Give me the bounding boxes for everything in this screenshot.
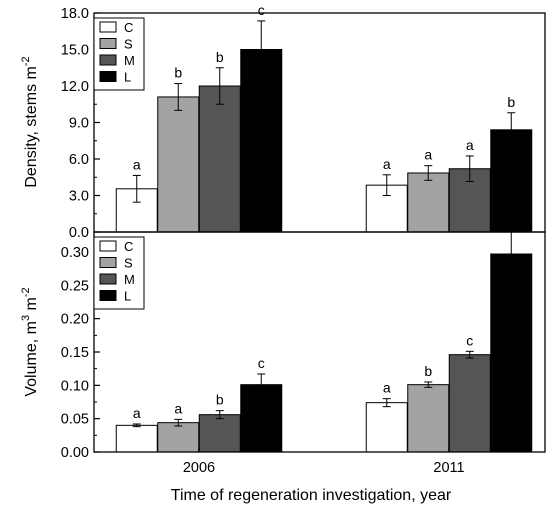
x-axis-title: Time of regeneration investigation, year <box>171 487 452 504</box>
bar-l-2006 <box>240 384 283 453</box>
y-tick-label: 0.20 <box>61 312 89 328</box>
significance-letter: c <box>466 332 473 348</box>
significance-letter: c <box>258 2 265 18</box>
y-tick-label: 0.30 <box>61 245 89 261</box>
y-tick-label: 9.0 <box>69 116 89 132</box>
significance-letter: a <box>424 147 432 163</box>
y-axis-title-text-2: m <box>23 297 40 315</box>
significance-letter: a <box>133 405 141 421</box>
y-tick-label: 6.0 <box>69 152 89 168</box>
legend-label-m: M <box>124 53 135 68</box>
legend-label-m: M <box>124 272 135 287</box>
y-tick-label: 15.0 <box>61 43 89 59</box>
significance-letter: b <box>174 65 182 81</box>
bar-m-2006 <box>198 414 241 453</box>
significance-letter: c <box>258 355 265 371</box>
bar-s-2006 <box>157 96 200 233</box>
x-tick-label: 2006 <box>183 460 215 476</box>
bar-m-2006 <box>198 85 241 233</box>
legend-label-l: L <box>124 289 131 304</box>
significance-letter: b <box>424 363 432 379</box>
significance-letter: b <box>216 392 224 408</box>
shared-x-axis: 2006 2011 Time of regeneration investigati… <box>171 446 465 504</box>
legend-label-c: C <box>124 20 133 35</box>
y-axis-title-text: Volume, m <box>23 321 40 397</box>
significance-letter: a <box>133 156 141 172</box>
legend-swatch-c <box>99 21 117 33</box>
significance-letter: b <box>216 49 224 65</box>
significance-letter: d <box>507 212 515 228</box>
y-tick-label: 0.10 <box>61 378 89 394</box>
legend-swatch-s <box>99 38 117 49</box>
legend-swatch-m <box>99 273 117 285</box>
significance-letter: b <box>507 94 515 110</box>
y-tick-label: 0.05 <box>61 412 89 428</box>
y-axis-title: Density, stems m-2 <box>20 56 40 187</box>
y-tick-label: 0.15 <box>61 345 89 361</box>
bar-c-2006 <box>115 424 158 453</box>
significance-letter: a <box>466 137 474 153</box>
y-tick-label: 18.0 <box>61 6 89 22</box>
significance-letter: a <box>174 400 182 416</box>
legend-swatch-c <box>99 240 117 252</box>
y-axis-title-superscript: 3 <box>20 315 32 321</box>
y-axis-title-superscript-2: -2 <box>20 287 32 297</box>
y-tick-label: 0.0 <box>69 225 89 241</box>
bar-s-2006 <box>157 422 200 453</box>
significance-letter: a <box>383 380 391 396</box>
bar-m-2011 <box>448 354 491 453</box>
volume-panel: 0.00 0.05 0.10 0.15 0.20 0.25 0.30 a a a b b c c d CSML… <box>20 212 546 461</box>
y-tick-label: 0.25 <box>61 278 89 294</box>
legend-swatch-s <box>99 257 117 268</box>
y-tick-label: 3.0 <box>69 189 89 205</box>
bar-l-2006 <box>240 49 283 233</box>
y-axis-title: Volume, m3 m-2 <box>20 287 40 396</box>
legend-label-s: S <box>124 256 133 271</box>
legend-swatch-l <box>99 290 117 301</box>
y-axis-title-superscript: -2 <box>20 56 32 66</box>
x-tick-label: 2011 <box>433 460 464 476</box>
plot-frame <box>93 231 546 453</box>
significance-letter: a <box>383 156 391 172</box>
bar-s-2011 <box>407 172 450 233</box>
y-tick-label: 12.0 <box>61 79 89 95</box>
bar-c-2011 <box>365 402 408 453</box>
y-axis-title-text: Density, stems m <box>23 66 40 188</box>
bar-l-2011 <box>490 253 533 453</box>
legend-label-c: C <box>124 239 133 254</box>
bar-s-2011 <box>407 384 450 453</box>
y-tick-label: 0.00 <box>61 445 89 461</box>
legend-swatch-l <box>99 71 117 82</box>
legend-swatch-m <box>99 54 117 66</box>
legend-label-s: S <box>124 37 133 52</box>
legend-label-l: L <box>124 70 131 85</box>
